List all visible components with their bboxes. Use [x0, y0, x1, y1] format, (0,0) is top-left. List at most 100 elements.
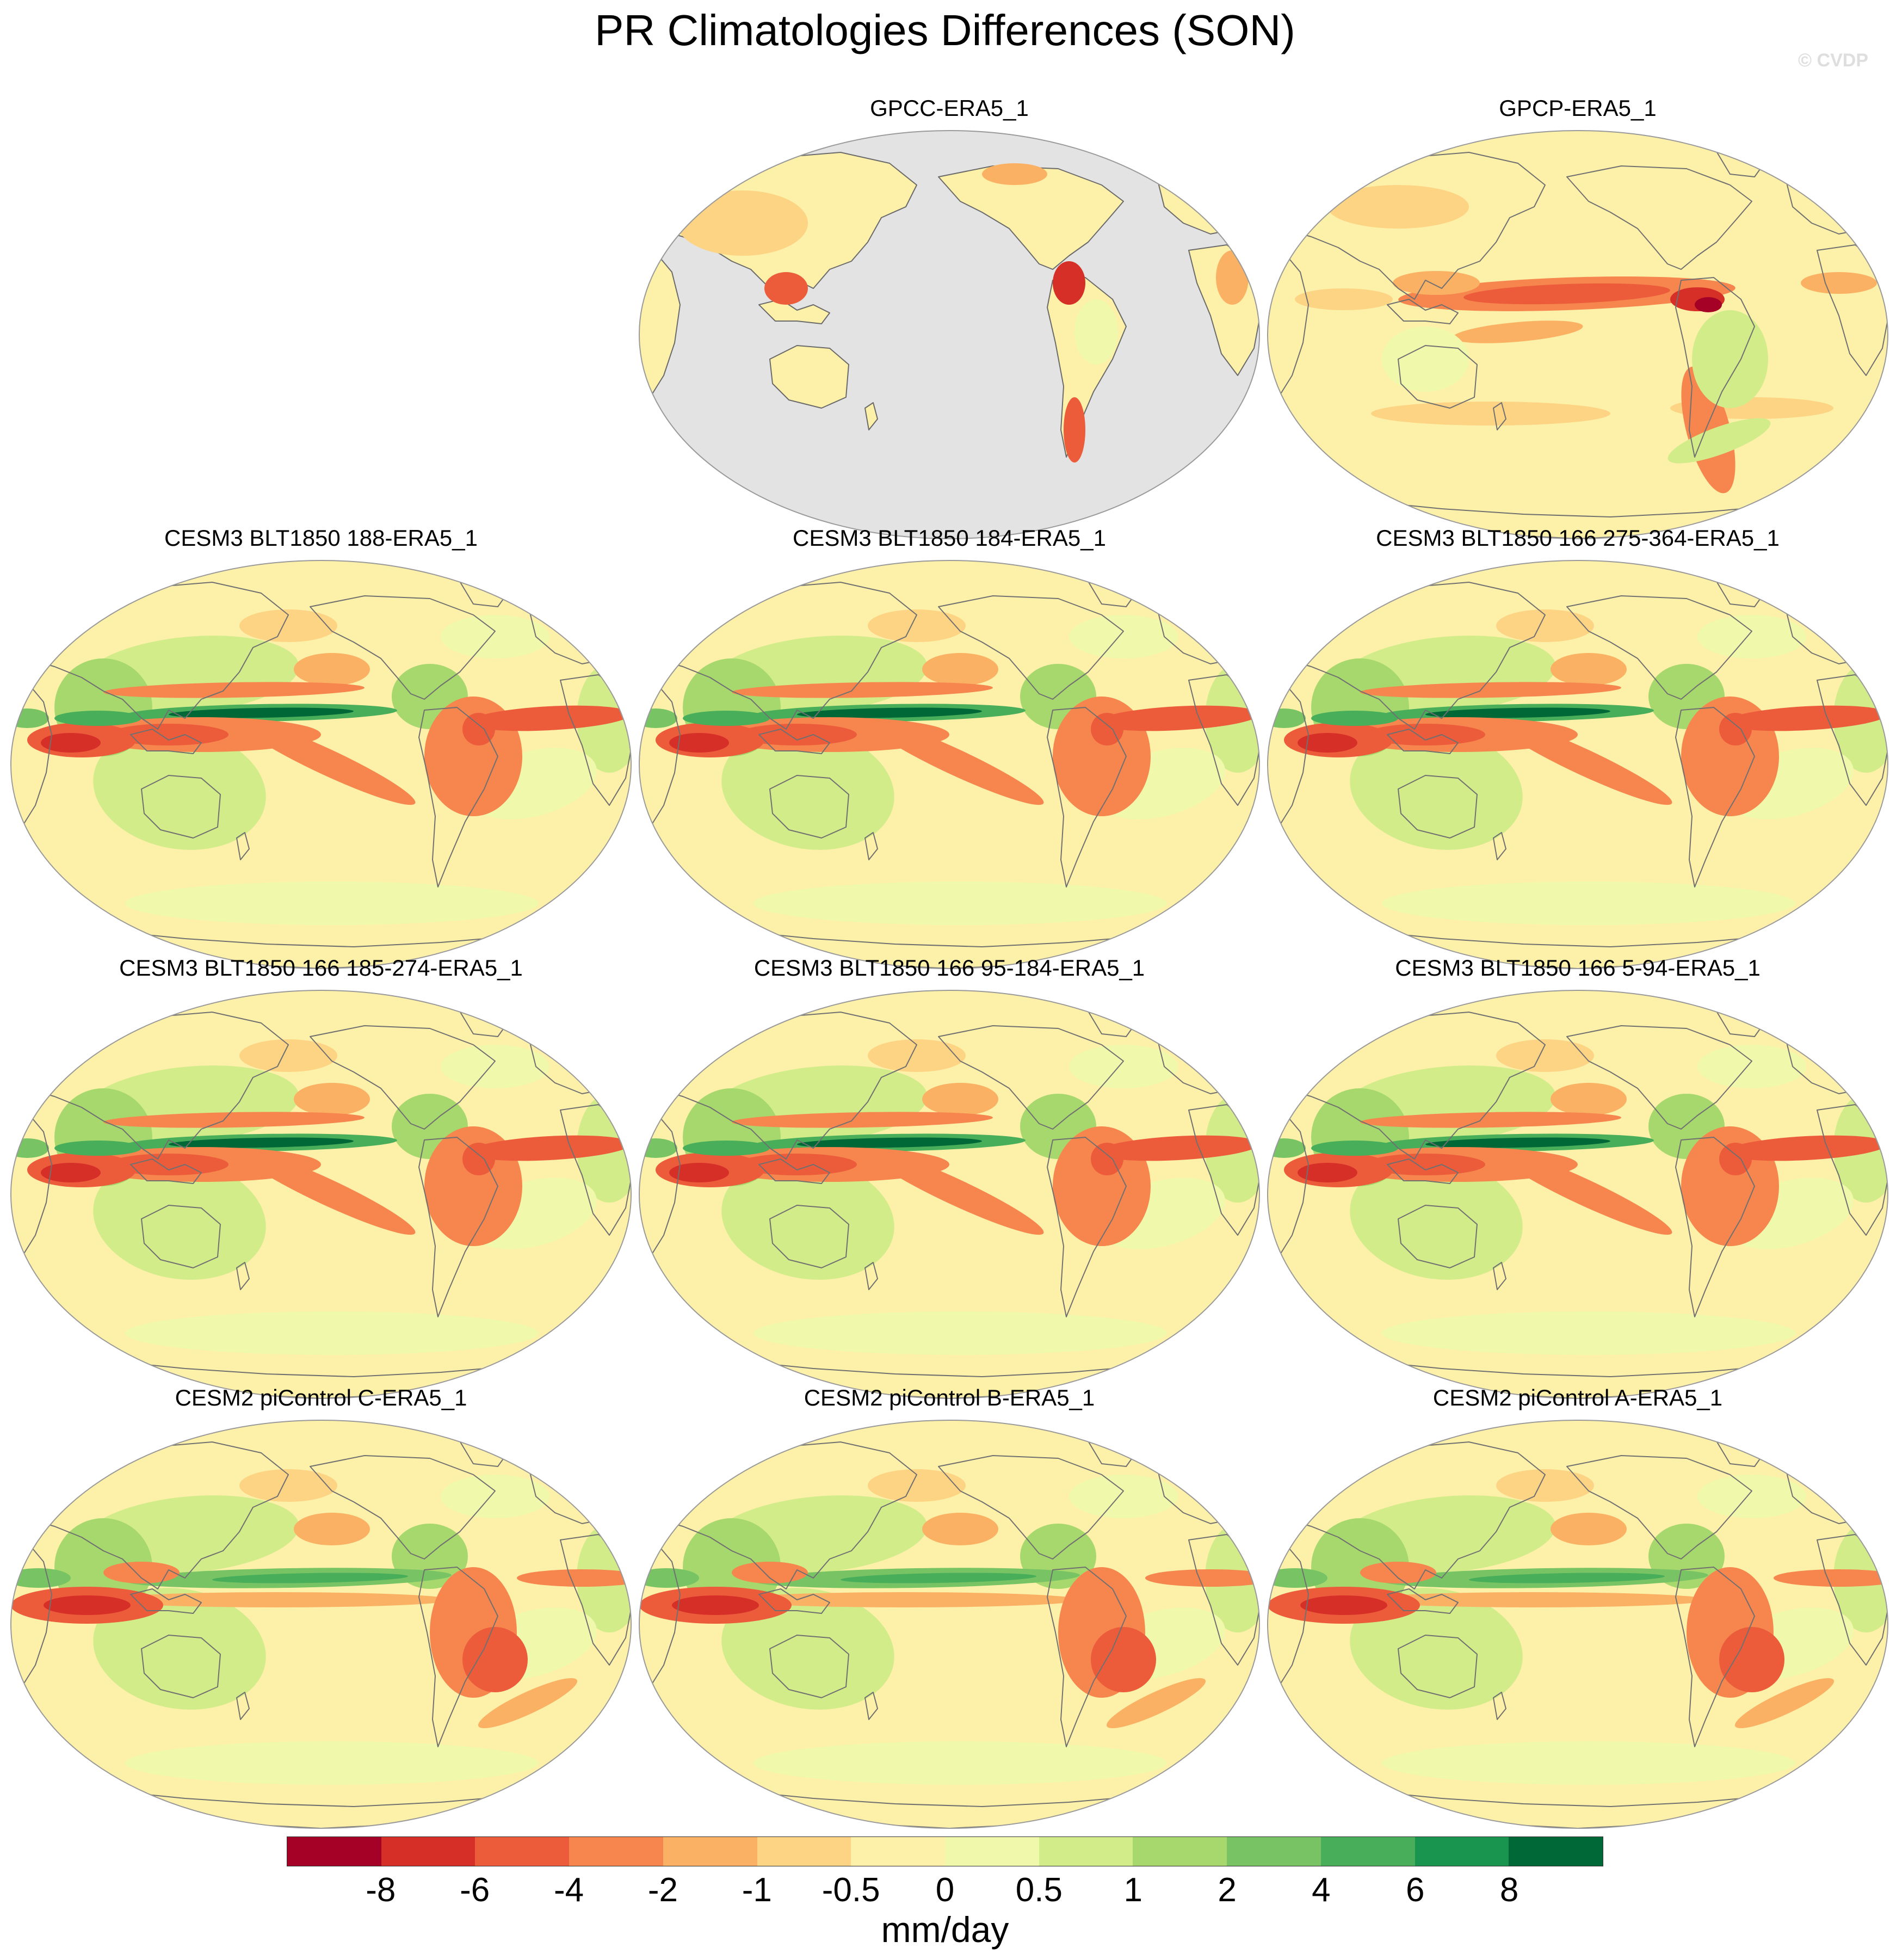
map-field — [11, 1433, 631, 1828]
north-atlantic-wet — [1069, 615, 1178, 658]
coastline-indonesia — [1387, 729, 1459, 754]
north-atlantic-wet — [441, 615, 549, 658]
east-indian-wet — [1311, 711, 1398, 726]
spcz-dry — [237, 718, 416, 805]
coastline-nz — [236, 1262, 250, 1290]
north-atlantic-wet — [1697, 615, 1806, 658]
coastline-nz — [236, 832, 250, 860]
coastline-nz — [1493, 402, 1506, 430]
subtropical-dry — [294, 1513, 370, 1545]
indian-ocean-dry-core — [669, 733, 729, 753]
southern-ocean-wet — [1382, 1311, 1795, 1355]
warm-pool-dry — [732, 1562, 808, 1583]
map-field — [639, 1003, 1259, 1398]
colorbar-swatch — [757, 1837, 851, 1866]
coastline-namerica — [310, 1455, 496, 1560]
map-outline — [1267, 130, 1888, 539]
atlantic-itcz-dry — [1801, 272, 1877, 294]
patagonia-dry — [1064, 397, 1085, 463]
north-pacific-dry — [868, 609, 966, 642]
coastline-asia — [655, 1012, 917, 1160]
coastline-namerica — [1566, 1025, 1752, 1130]
colorbar-tick-label: 0 — [935, 1871, 955, 1909]
coastline-namerica — [310, 595, 496, 700]
africa-wet — [1268, 1568, 1327, 1588]
colorbar — [287, 1836, 1603, 1866]
map-cesm2-c — [5, 1415, 637, 1834]
coastline-australia — [1398, 1635, 1478, 1698]
africa-wet — [1268, 1138, 1306, 1158]
coastline-indonesia — [758, 729, 830, 754]
north-atlantic-wet — [1697, 1475, 1806, 1518]
asia-dry — [677, 190, 808, 256]
north-itcz-dry — [103, 1112, 365, 1128]
southern-ocean-wet — [1382, 882, 1795, 925]
coastline-africa — [11, 1115, 52, 1258]
north-itcz-dry — [732, 682, 993, 698]
coastline-indonesia — [1387, 299, 1459, 324]
coastline-indonesia — [1387, 1158, 1459, 1184]
africa-wet — [1268, 708, 1306, 728]
colorbar-swatch — [287, 1837, 381, 1866]
southern-ocean-wet — [753, 1311, 1167, 1355]
itcz-dry-core — [1463, 283, 1670, 305]
south-atlantic-dry — [1106, 1678, 1206, 1728]
map-gpcc — [634, 125, 1265, 544]
watermark: © CVDP — [1798, 50, 1868, 71]
coastline-africa — [11, 1545, 52, 1687]
itcz-wet-core — [797, 707, 982, 718]
subtropical-dry — [922, 1513, 998, 1545]
panel-title-gpcc: GPCC-ERA5_1 — [870, 95, 1029, 121]
coastline-australia — [769, 1635, 849, 1698]
colorbar-tick-label: 1 — [1123, 1871, 1142, 1909]
southern-ocean-wet — [125, 1741, 539, 1785]
coastline-namerica — [938, 595, 1124, 700]
coastline-nz — [864, 832, 878, 860]
africa-wet — [11, 1568, 71, 1588]
coastline-nz — [864, 1692, 878, 1720]
coastline-indonesia — [758, 1588, 830, 1614]
coastline-asia — [1283, 152, 1546, 300]
spcz-dry — [866, 718, 1044, 805]
itcz-wet-core — [169, 707, 354, 718]
coastline-australia — [769, 1205, 849, 1268]
east-indian-wet — [54, 711, 141, 726]
subtropical-dry — [922, 1083, 998, 1115]
colorbar-swatch — [381, 1837, 475, 1866]
north-pacific-dry — [1496, 1469, 1594, 1502]
coastline-samerica — [1047, 1567, 1127, 1747]
map-svg — [639, 990, 1260, 1399]
colorbar-swatch — [1509, 1837, 1603, 1866]
south-atlantic-dry — [478, 1678, 578, 1728]
map-outline — [639, 1420, 1260, 1829]
map-outline — [10, 990, 632, 1399]
indonesia-dry — [764, 272, 808, 305]
colorbar-tick-label: -0.5 — [822, 1871, 880, 1909]
figure-title: PR Climatologies Differences (SON) — [595, 6, 1295, 54]
map-cesm3-166-95-184 — [634, 985, 1265, 1404]
warm-pool-dry — [1360, 1562, 1436, 1583]
africa-wet — [11, 708, 49, 728]
coastline-nz — [1493, 832, 1506, 860]
map-svg — [639, 560, 1260, 969]
colorbar-swatch — [569, 1837, 663, 1866]
coastline-namerica — [1566, 165, 1752, 270]
andes-dry — [1681, 366, 1735, 494]
coastline-asia — [27, 1441, 289, 1589]
coastline-africa — [11, 685, 52, 828]
subtropical-dry — [294, 1083, 370, 1115]
coastline-namerica — [1566, 1455, 1752, 1560]
atlantic-itcz-dry — [468, 1135, 631, 1161]
africa-wet — [639, 1568, 699, 1588]
equatorial-dry — [1360, 1592, 1708, 1607]
north-itcz-dry — [732, 1112, 993, 1128]
coastline-africa — [639, 1115, 681, 1258]
indian-ocean-dry-core — [41, 1163, 101, 1182]
colorbar-tick-label: -1 — [742, 1871, 772, 1909]
atlantic-itcz-dry — [1096, 705, 1259, 731]
atlantic-itcz-dry — [1725, 705, 1888, 731]
north-atlantic-wet — [1697, 1045, 1806, 1088]
south-america-dry-core — [1719, 1627, 1784, 1692]
atlantic-itcz-dry — [1145, 1569, 1259, 1587]
